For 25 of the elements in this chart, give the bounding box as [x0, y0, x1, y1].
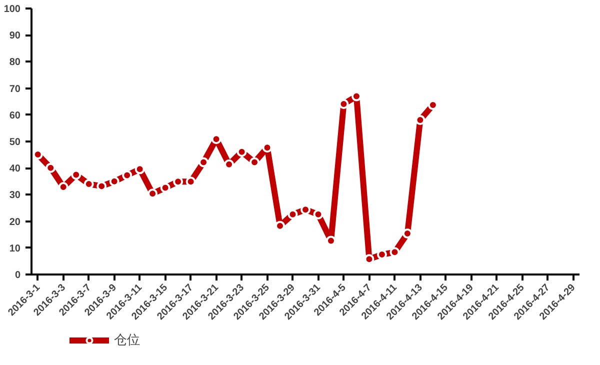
point [402, 228, 412, 239]
point [288, 209, 298, 220]
y-tick-label: 20 [9, 216, 21, 228]
point [390, 247, 400, 258]
y-tick-label: 70 [9, 84, 21, 95]
y-tick-label: 0 [14, 270, 21, 281]
y-tick-label: 10 [9, 243, 21, 254]
point [122, 170, 132, 180]
point [109, 176, 120, 186]
point [376, 250, 387, 260]
point [46, 162, 56, 173]
point [313, 209, 324, 220]
y-tick-label: 50 [9, 137, 21, 148]
y-tick-label: 90 [9, 30, 21, 42]
point [415, 114, 426, 125]
legend-label: 仓位 [114, 331, 140, 349]
y-tick-label: 100 [4, 4, 21, 15]
point [160, 182, 170, 193]
y-tick-label: 80 [9, 57, 21, 68]
y-tick-label: 40 [9, 164, 21, 175]
y-tick-label: 30 [9, 190, 21, 202]
point [84, 179, 94, 190]
point [338, 99, 349, 109]
y-tick-label: 60 [9, 110, 21, 122]
point [198, 157, 209, 168]
